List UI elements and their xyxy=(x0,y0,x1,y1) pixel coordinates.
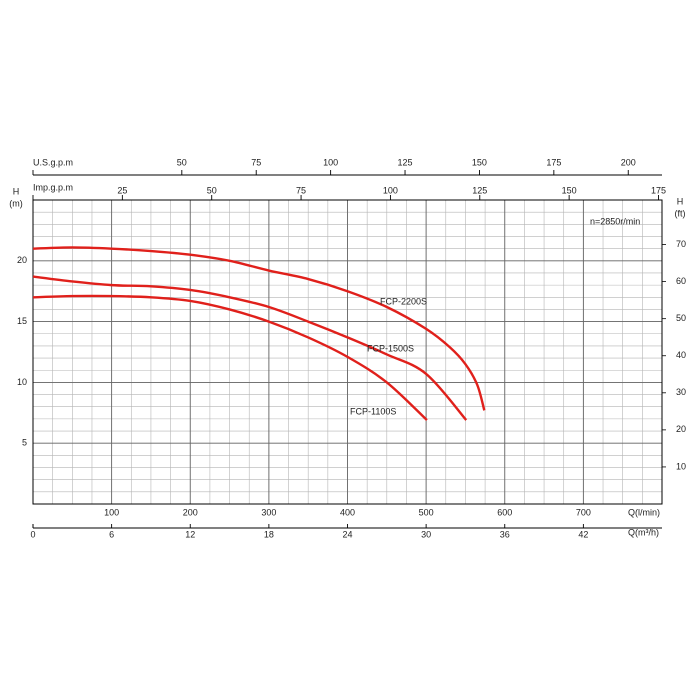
secondary-tick-label: 175 xyxy=(651,185,666,195)
pump-curve xyxy=(32,294,428,421)
y2-tick-label: 10 xyxy=(676,461,686,471)
secondary-tick-label: 150 xyxy=(562,185,577,195)
x-tick-label: 700 xyxy=(576,507,591,517)
y2-axis-label: H xyxy=(677,196,684,206)
secondary-axis-label: Q(m³/h) xyxy=(628,527,659,537)
secondary-tick-label: 24 xyxy=(342,529,352,539)
x-tick-label: 600 xyxy=(497,507,512,517)
secondary-tick-label: 175 xyxy=(546,157,561,167)
secondary-tick-label: 150 xyxy=(472,157,487,167)
y2-tick-label: 70 xyxy=(676,239,686,249)
y2-tick-label: 50 xyxy=(676,313,686,323)
x-axis-label: Q(l/min) xyxy=(628,507,660,517)
secondary-tick-label: 30 xyxy=(421,529,431,539)
series-label: FCP-1500S xyxy=(367,343,414,353)
x-tick-label: 200 xyxy=(183,507,198,517)
y2-tick-label: 60 xyxy=(676,276,686,286)
secondary-axis-label: U.S.g.p.m xyxy=(33,157,73,167)
pump-curve xyxy=(32,246,486,411)
series-label: FCP-1100S xyxy=(350,406,396,416)
secondary-tick-label: 200 xyxy=(621,157,636,167)
secondary-tick-label: 50 xyxy=(177,157,187,167)
secondary-tick-label: 100 xyxy=(323,157,338,167)
x-tick-label: 400 xyxy=(340,507,355,517)
y2-tick-label: 20 xyxy=(676,424,686,434)
secondary-tick-label: 42 xyxy=(578,529,588,539)
secondary-tick-label: 18 xyxy=(264,529,274,539)
y2-tick-label: 30 xyxy=(676,387,686,397)
y-tick-label: 15 xyxy=(17,316,27,326)
x-tick-label: 300 xyxy=(261,507,276,517)
y-axis-label: H xyxy=(13,186,20,196)
x-tick-label: 100 xyxy=(104,507,119,517)
y-axis-label: (m) xyxy=(9,198,23,208)
secondary-tick-label: 12 xyxy=(185,529,195,539)
y-tick-label: 5 xyxy=(22,438,27,448)
y-tick-label: 10 xyxy=(17,377,27,387)
secondary-tick-label: 125 xyxy=(398,157,413,167)
secondary-tick-label: 75 xyxy=(251,157,261,167)
secondary-tick-label: 100 xyxy=(383,185,398,195)
plot-frame xyxy=(32,199,663,505)
annotation: n=2850r/min xyxy=(590,216,640,226)
series-label: FCP-2200S xyxy=(380,296,427,306)
y2-axis-label: (ft) xyxy=(675,208,686,218)
x-tick-label: 500 xyxy=(419,507,434,517)
secondary-tick-label: 25 xyxy=(117,185,127,195)
y2-tick-label: 40 xyxy=(676,350,686,360)
secondary-tick-label: 75 xyxy=(296,185,306,195)
secondary-tick-label: 125 xyxy=(472,185,487,195)
secondary-axis-label: Imp.g.p.m xyxy=(33,182,73,192)
secondary-tick-label: 0 xyxy=(30,529,35,539)
pump-curve xyxy=(32,275,468,421)
secondary-tick-label: 50 xyxy=(207,185,217,195)
secondary-tick-label: 6 xyxy=(109,529,114,539)
secondary-tick-label: 36 xyxy=(500,529,510,539)
y-tick-label: 20 xyxy=(17,255,27,265)
